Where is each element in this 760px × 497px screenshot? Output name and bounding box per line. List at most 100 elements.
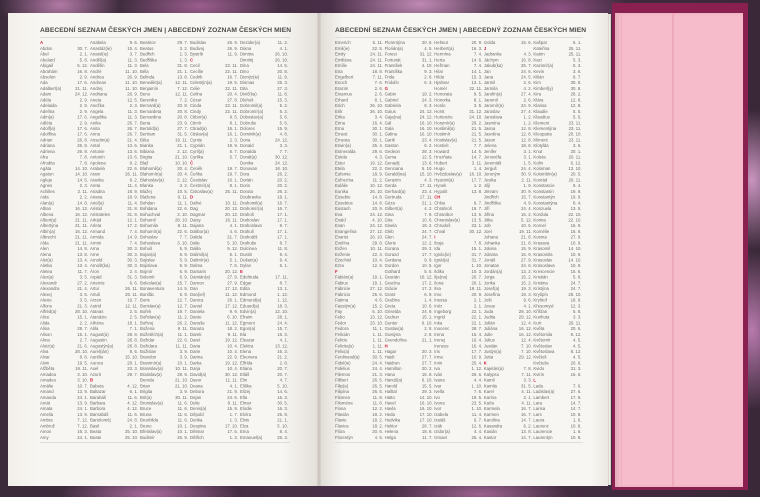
name-entry: Danica 26. 1.: [190, 298, 240, 304]
name-text: Jaroslav: [483, 108, 500, 114]
name-entry: Elena 16. 3.: [240, 349, 290, 355]
name-day-date: 9. 6.: [129, 40, 138, 46]
name-text: Jadranka: [483, 51, 502, 57]
name-entry: Angelika 11. 3.: [90, 115, 140, 121]
name-text: Květuše: [533, 360, 549, 366]
name-entry: Fidelius 24. 4.: [335, 366, 385, 372]
letter-heading: C: [190, 57, 240, 63]
name-day-date: 18. 8.: [421, 429, 433, 435]
name-text: Kvirin: [533, 371, 545, 377]
name-entry: Heřman 7. 4.: [434, 63, 484, 69]
name-entry: Budislav 26. 9.: [190, 40, 240, 46]
name-day-date: 25. 6.: [372, 291, 383, 297]
name-entry: Chrabroš 19. 7.: [434, 206, 484, 212]
name-day-date: 11. 11.: [175, 343, 188, 349]
name-text: Anděl(a): [90, 57, 107, 63]
name-text: Astrid: [90, 303, 101, 309]
name-text: Glen: [384, 234, 394, 240]
name-day-date: 30. 5.: [277, 400, 288, 406]
name-day-date: 3. 3.: [279, 143, 288, 149]
name-text: Ireneus: [434, 343, 449, 349]
name-text: Etela: [335, 166, 345, 172]
name-day-date: 11. 4.: [127, 183, 138, 189]
name-day-date: 20. 12.: [225, 211, 239, 217]
name-entry: Amy 24. 1.: [40, 435, 90, 441]
name-text: Albena: [40, 211, 54, 217]
name-text: Joel: [483, 228, 492, 234]
name-entry: Heda 17. 10.: [385, 412, 435, 418]
name-text: Felicita(s): [335, 343, 354, 349]
name-text: Florián(a): [384, 45, 403, 51]
name-day-date: 19. 1.: [277, 194, 288, 200]
name-text: Dobruše: [240, 120, 257, 126]
name-text: Laurenc: [533, 423, 549, 429]
name-entry: Brigita 3. 9.: [140, 389, 190, 395]
name-day-date: 4. 5.: [573, 337, 582, 343]
name-text: Andrea: [90, 74, 104, 80]
name-text: Drahoš: [240, 211, 254, 217]
name-text: Grácie: [384, 286, 398, 292]
name-entry: Dětřich 1. 3.: [190, 435, 240, 441]
name-text: Fridolín: [384, 80, 399, 86]
name-entry: Dalimil(a) 5. 1.: [190, 252, 240, 258]
name-text: Inéz: [434, 303, 443, 309]
name-day-date: 17. 2.: [421, 280, 433, 286]
name-entry: Berta 23. 9.: [140, 120, 190, 126]
name-text: Alexie: [40, 297, 52, 303]
name-entry: Ladislav(a) 27. 6.: [533, 389, 583, 395]
name-entry: Jenifer 3. 1.: [484, 149, 534, 155]
name-entry: Adéla 2. 9.: [40, 97, 90, 103]
name-text: Athéna: [90, 320, 104, 326]
name-entry: Květomír 4. 5.: [533, 338, 583, 344]
name-day-date: 8. 4.: [279, 429, 288, 435]
name-text: Ctibor(a): [190, 114, 207, 120]
name-text: Juliána: [483, 326, 498, 332]
name-entry: Dionýz(ie) 11. 9.: [240, 75, 290, 81]
name-day-date: 30. 9.: [521, 188, 532, 194]
name-day-date: 1. 12.: [277, 297, 288, 303]
name-entry: Albrecht 21. 11.: [40, 235, 90, 241]
name-text: Jonáš: [483, 257, 496, 263]
name-text: Kasandra: [483, 423, 503, 429]
name-day-date: 26. 9.: [127, 91, 138, 97]
name-entry: Fedor 23. 10.: [335, 320, 385, 326]
name-day-date: 17. 6.: [77, 131, 88, 137]
name-entry: Helmut 20. 9.: [434, 40, 484, 46]
name-day-date: 4. 11.: [521, 400, 532, 406]
name-text: Ambrož: [40, 423, 55, 429]
name-day-date: 24. 4.: [521, 166, 532, 172]
name-text: Horst: [434, 108, 445, 114]
name-day-date: 16. 7.: [227, 74, 238, 80]
name-text: Jana: [483, 74, 494, 80]
name-entry: Dalma 7. 6.: [190, 263, 240, 269]
name-day-date: 20. 8.: [177, 108, 188, 114]
name-text: Ida: [434, 246, 441, 252]
name-entry: Fidel(ie) 24. 4.: [335, 360, 385, 366]
name-entry: Ella 16. 3.: [240, 395, 290, 401]
name-entry: Květoš 4. 5.: [533, 355, 583, 361]
name-entry: Knut 20. 1.: [533, 149, 583, 155]
name-text: Alan(a): [40, 200, 54, 206]
name-text: Evan: [335, 223, 345, 229]
name-entry: Kastor 14. 7.: [484, 435, 534, 441]
name-text: Dalila: [190, 246, 201, 252]
name-day-date: 13. 12.: [370, 314, 384, 320]
name-day-date: 5. 9.: [179, 291, 188, 297]
name-text: Dezider(a): [240, 40, 261, 46]
name-text: Ambra: [40, 417, 53, 423]
name-entry: Anabela 9. 6.: [90, 40, 140, 46]
name-text: Drahoslav: [240, 217, 260, 223]
name-day-date: 10. 8.: [570, 434, 582, 440]
name-entry: Laurentýn 10. 8.: [533, 435, 583, 441]
name-day-date: 6. 3.: [424, 80, 433, 86]
name-text: Anika: [90, 120, 101, 126]
name-text: Fortunát: [384, 57, 401, 63]
name-text: Arabela: [90, 166, 105, 172]
name-entry: Křišťan 5. 8.: [533, 309, 583, 315]
name-text: Ela: [240, 331, 247, 337]
name-text: Darja: [190, 366, 201, 372]
name-text: Bianka: [140, 143, 154, 149]
name-text: Hilar: [434, 68, 444, 74]
name-text: Květa: [533, 326, 545, 332]
name-day-date: 17. 7.: [471, 177, 483, 183]
